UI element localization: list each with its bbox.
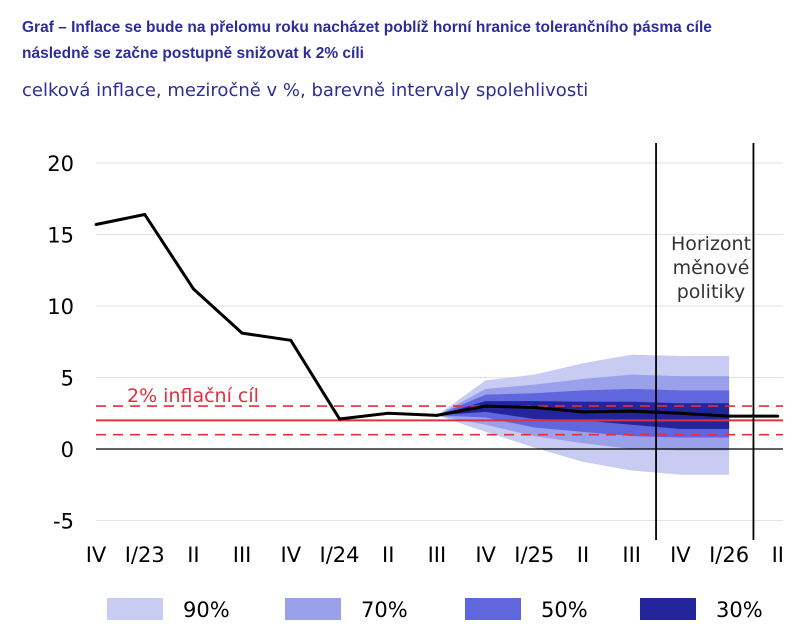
x-tick-label: II <box>382 543 394 567</box>
legend-swatch-90 <box>107 598 163 620</box>
horizon-label: politiky <box>677 281 746 303</box>
legend-swatch-30 <box>640 598 696 620</box>
inflation-point <box>532 406 536 409</box>
legend-swatch-50 <box>465 598 521 620</box>
chart-subtitle: celková inflace, meziročně v %, barevně … <box>22 80 589 101</box>
inflation-point <box>240 331 244 335</box>
legend-swatch-70 <box>285 598 341 620</box>
legend-label-30: 30% <box>716 598 763 622</box>
x-tick-label: IV <box>281 543 302 567</box>
y-tick-label: 0 <box>61 438 74 462</box>
x-tick-label: I/23 <box>125 543 165 567</box>
inflation-point <box>776 414 780 418</box>
inflation-point <box>581 410 585 414</box>
x-tick-label: III <box>233 543 252 567</box>
horizon-label: Horizont <box>671 233 751 255</box>
inflation-point <box>435 413 439 417</box>
inflation-point <box>143 213 147 216</box>
legend-label-50: 50% <box>541 598 588 622</box>
target-label: 2% inflační cíl <box>127 385 259 407</box>
inflation-point <box>727 414 731 418</box>
chart-title-line-1: Graf – Inflace se bude na přelomu roku n… <box>22 19 712 36</box>
horizon-label: měnové <box>673 257 750 279</box>
y-tick-label: 20 <box>47 152 74 176</box>
inflation-point <box>289 338 293 342</box>
x-tick-label: I/26 <box>709 543 749 567</box>
x-tick-label: IV <box>475 543 496 567</box>
inflation-point <box>484 404 487 408</box>
chart-title-line-2: následně se začne postupně snižovat k 2%… <box>22 45 364 62</box>
y-tick-label: 10 <box>47 295 74 319</box>
y-tick-label: -5 <box>53 510 74 534</box>
x-tick-label: I/25 <box>514 543 554 567</box>
inflation-point <box>94 223 98 226</box>
y-tick-label: 5 <box>61 367 74 391</box>
x-tick-label: IV <box>670 543 691 567</box>
x-tick-label: IV <box>86 543 107 567</box>
x-tick-label: II <box>772 543 784 567</box>
inflation-point <box>338 417 341 421</box>
x-tick-label: III <box>428 543 447 567</box>
inflation-point <box>679 411 682 415</box>
legend-label-90: 90% <box>183 598 230 622</box>
x-tick-label: III <box>622 543 641 567</box>
inflation-point <box>630 409 634 413</box>
x-tick-label: II <box>577 543 589 567</box>
legend-label-70: 70% <box>361 598 408 622</box>
x-tick-label: I/24 <box>320 543 360 567</box>
x-tick-label: II <box>187 543 199 567</box>
inflation-point <box>192 287 195 291</box>
y-tick-label: 15 <box>47 224 74 248</box>
inflation-point <box>386 411 390 415</box>
